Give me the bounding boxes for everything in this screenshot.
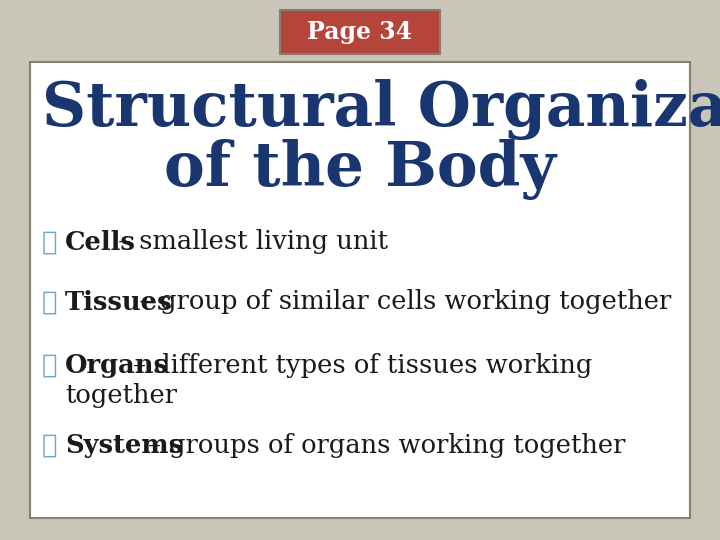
FancyBboxPatch shape [30,62,690,518]
Text: ❖: ❖ [42,289,58,314]
Text: Systems: Systems [65,433,183,457]
Text: together: together [65,382,177,408]
Text: – groups of organs working together: – groups of organs working together [140,433,626,457]
Text: Structural Organization: Structural Organization [42,79,720,140]
Text: Cells: Cells [65,230,136,254]
Text: Tissues: Tissues [65,289,173,314]
Text: – different types of tissues working: – different types of tissues working [125,353,593,377]
Text: ❖: ❖ [42,353,58,377]
Text: – smallest living unit: – smallest living unit [110,230,388,254]
Text: of the Body: of the Body [164,139,556,200]
Text: Page 34: Page 34 [307,20,413,44]
FancyBboxPatch shape [280,10,440,54]
Text: Organs: Organs [65,353,169,377]
Text: ❖: ❖ [42,230,58,254]
Text: – group of similar cells working together: – group of similar cells working togethe… [131,289,671,314]
Text: ❖: ❖ [42,433,58,457]
